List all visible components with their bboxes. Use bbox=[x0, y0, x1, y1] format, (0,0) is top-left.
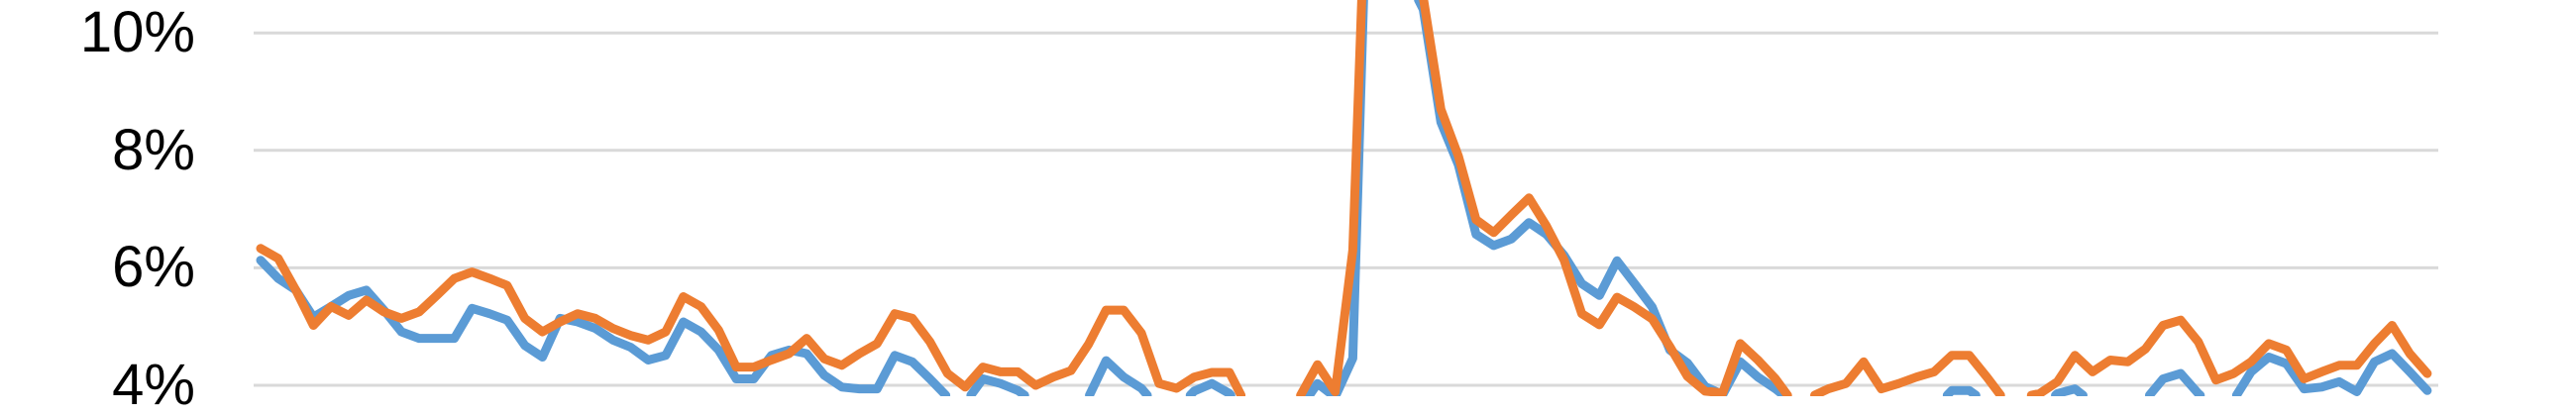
series-line-1-segment-4 bbox=[1185, 378, 1235, 396]
series-line-1-segment-3 bbox=[1085, 356, 1152, 396]
series-line-1-segment-1 bbox=[256, 256, 951, 396]
line-chart bbox=[254, 0, 2438, 396]
chart-area: 4% 6% 8% 10% bbox=[79, 0, 2438, 417]
series-lines bbox=[256, 0, 2432, 396]
series-line-2-segment-3 bbox=[1419, 0, 1792, 396]
y-tick-label-10: 10% bbox=[79, 0, 195, 65]
y-tick-label-6: 6% bbox=[112, 235, 195, 300]
series-line-1-segment-11 bbox=[2231, 349, 2432, 396]
series-line-1-segment-2 bbox=[966, 374, 1029, 396]
series-line-1-segment-5 bbox=[1305, 378, 1338, 396]
y-tick-label-4: 4% bbox=[112, 353, 195, 417]
series-line-1-segment-8 bbox=[1942, 385, 1981, 396]
series-line-2-segment-4 bbox=[1810, 351, 2005, 396]
y-tick-label-8: 8% bbox=[112, 117, 195, 182]
series-line-2-segment-1 bbox=[256, 244, 1246, 396]
series-line-1-segment-9 bbox=[2051, 384, 2088, 396]
series-line-2-segment-5 bbox=[2026, 315, 2432, 396]
series-line-1-segment-10 bbox=[2145, 368, 2205, 396]
series-line-2-segment-2 bbox=[1296, 0, 1366, 396]
